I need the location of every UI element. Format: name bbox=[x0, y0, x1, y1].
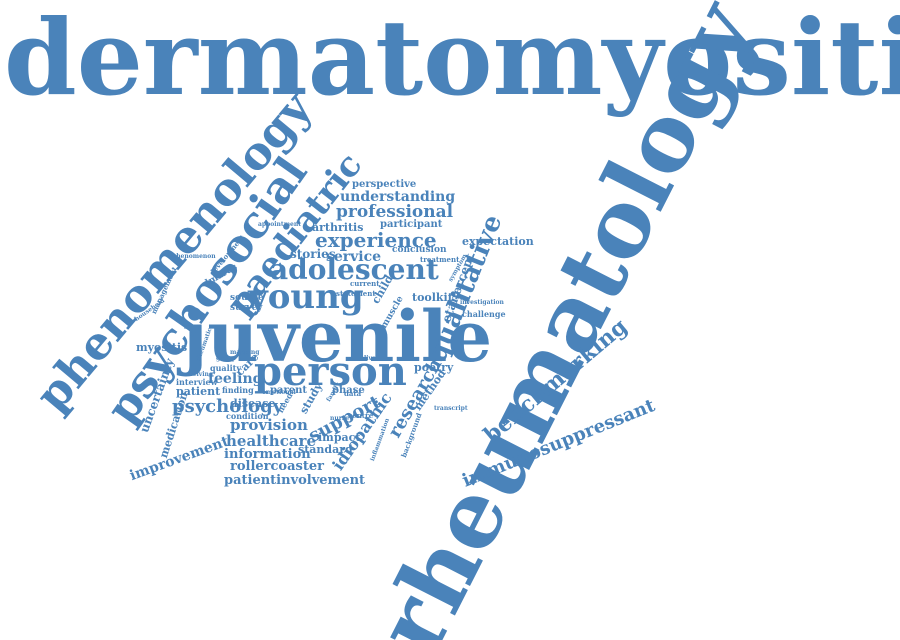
cloud-word: provision bbox=[230, 416, 308, 434]
cloud-word: service bbox=[326, 249, 382, 265]
cloud-word: participant bbox=[380, 219, 443, 230]
cloud-word: statement bbox=[336, 289, 376, 298]
cloud-word: treatment bbox=[420, 255, 460, 264]
cloud-word: adolescent bbox=[270, 253, 439, 286]
cloud-word: young bbox=[248, 277, 364, 317]
cloud-word: feeling bbox=[208, 371, 263, 387]
cloud-word: understanding bbox=[340, 189, 456, 205]
cloud-word: condition bbox=[226, 411, 269, 421]
cloud-word: lived bbox=[364, 355, 381, 362]
cloud-word: experience bbox=[315, 228, 437, 252]
cloud-word: centre bbox=[348, 411, 374, 420]
cloud-word: group bbox=[216, 355, 236, 362]
cloud-word: phenomenon bbox=[172, 253, 216, 260]
cloud-word: appointment bbox=[258, 221, 301, 228]
cloud-word: impact bbox=[318, 431, 361, 444]
cloud-word: transcript bbox=[434, 405, 468, 412]
cloud-word: quality bbox=[210, 363, 242, 373]
cloud-word: dermatomyositis bbox=[4, 0, 900, 119]
cloud-word: phase bbox=[332, 385, 365, 396]
cloud-word: stories bbox=[290, 247, 336, 261]
cloud-word: person bbox=[254, 348, 407, 395]
cloud-word: healthcare bbox=[226, 432, 316, 450]
cloud-word: improvement bbox=[127, 433, 231, 485]
cloud-word: data bbox=[344, 389, 362, 398]
cloud-word: source bbox=[230, 293, 264, 303]
cloud-word: receiving bbox=[182, 371, 214, 378]
cloud-word: investigation bbox=[460, 299, 504, 306]
cloud-word: juvenile bbox=[182, 295, 493, 378]
cloud-word: poetry bbox=[414, 361, 454, 374]
cloud-word: professional bbox=[336, 202, 454, 222]
cloud-word: conclusion bbox=[392, 245, 447, 255]
cloud-word: standard bbox=[298, 443, 353, 456]
cloud-word: emotional bbox=[262, 389, 296, 396]
cloud-word: patientinvolvement bbox=[224, 473, 366, 488]
cloud-word: challenge bbox=[462, 309, 506, 319]
cloud-word: rollercoaster bbox=[230, 459, 324, 474]
cloud-word: current bbox=[350, 279, 380, 288]
cloud-word: patient bbox=[176, 385, 221, 398]
cloud-word: nurse bbox=[330, 415, 350, 422]
cloud-word: psychology bbox=[172, 396, 284, 417]
cloud-word: interview bbox=[176, 377, 218, 387]
cloud-word: myositis bbox=[136, 341, 188, 354]
cloud-word: expectation bbox=[462, 235, 534, 248]
cloud-word: mapping bbox=[230, 349, 260, 356]
cloud-word: information bbox=[224, 447, 311, 462]
cloud-word: perspective bbox=[352, 179, 417, 190]
cloud-word: arthritis bbox=[312, 221, 364, 234]
cloud-word: disease bbox=[230, 397, 276, 410]
cloud-word: survey bbox=[230, 303, 263, 313]
cloud-word: finding bbox=[222, 385, 254, 395]
cloud-word: toolkit bbox=[412, 291, 453, 304]
cloud-word: parent bbox=[270, 385, 307, 396]
